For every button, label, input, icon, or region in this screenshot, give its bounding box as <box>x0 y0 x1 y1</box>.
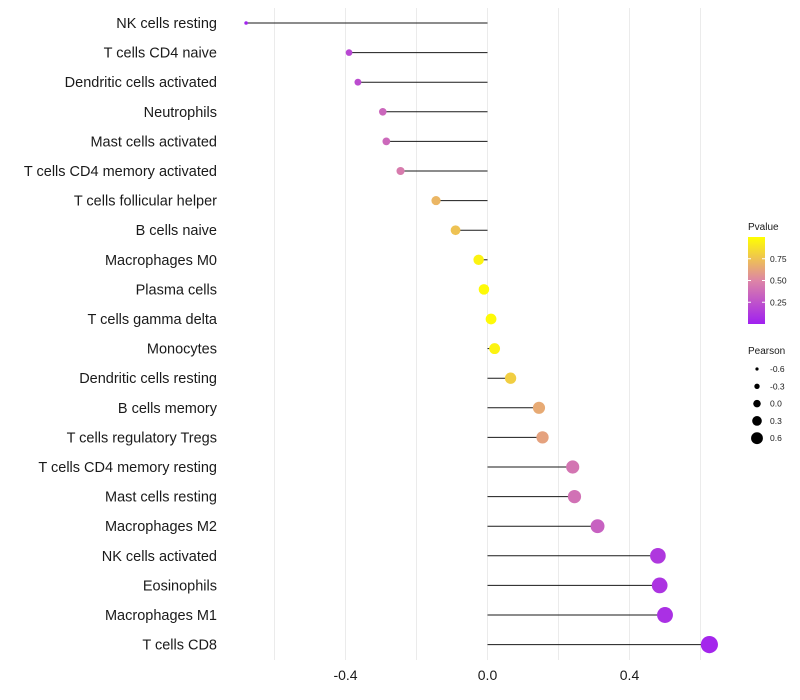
x-tick-label-0: -0.4 <box>333 667 357 683</box>
x-tick-label-1: 0.0 <box>478 667 498 683</box>
size-legend-label-4: 0.6 <box>770 433 782 443</box>
category-label-13: B cells memory <box>118 401 218 417</box>
category-label-1: T cells CD4 naive <box>104 46 217 62</box>
point-8 <box>473 254 484 266</box>
point-9 <box>478 284 490 295</box>
category-label-10: T cells gamma delta <box>88 312 218 328</box>
size-legend-dot-1 <box>754 383 760 389</box>
point-6 <box>431 196 441 206</box>
category-label-17: Macrophages M2 <box>105 519 217 535</box>
point-0 <box>244 21 248 25</box>
category-label-12: Dendritic cells resting <box>79 371 217 387</box>
category-label-0: NK cells resting <box>116 16 217 32</box>
category-label-21: T cells CD8 <box>142 638 217 654</box>
color-legend-title: Pvalue <box>748 222 779 233</box>
point-17 <box>590 519 605 534</box>
category-label-3: Neutrophils <box>144 105 217 121</box>
point-19 <box>651 577 668 594</box>
category-labels: NK cells resting T cells CD4 naive Dendrit… <box>24 16 218 654</box>
category-label-7: B cells naive <box>136 223 217 239</box>
category-label-15: T cells CD4 memory resting <box>38 460 217 476</box>
point-15 <box>566 460 580 474</box>
category-label-5: T cells CD4 memory activated <box>24 164 217 180</box>
size-legend-label-3: 0.3 <box>770 416 782 426</box>
category-label-8: Macrophages M0 <box>105 253 217 269</box>
size-legend-dot-0 <box>755 367 759 371</box>
point-14 <box>536 431 549 444</box>
point-18 <box>650 547 666 564</box>
category-label-19: Eosinophils <box>143 578 217 594</box>
point-20 <box>657 607 673 623</box>
category-label-20: Macrophages M1 <box>105 608 217 624</box>
colorbar-tick-label-2: 0.25 <box>770 297 787 307</box>
point-12 <box>504 372 517 384</box>
point-5 <box>396 166 405 176</box>
point-4 <box>382 137 391 146</box>
lollipop-stems <box>246 22 710 646</box>
category-label-14: T cells regulatory Tregs <box>67 430 217 446</box>
grid-lines <box>274 8 701 660</box>
point-2 <box>354 78 362 86</box>
size-legend-label-1: -0.3 <box>770 381 785 391</box>
size-legend-label-0: -0.6 <box>770 364 785 374</box>
size-legend-label-2: 0.0 <box>770 399 782 409</box>
size-legend-dot-3 <box>752 416 762 426</box>
point-11 <box>489 343 501 355</box>
size-legend-title: Pearson <box>748 346 785 357</box>
lollipop-points <box>244 21 718 654</box>
point-7 <box>450 225 461 236</box>
category-label-6: T cells follicular helper <box>74 194 217 210</box>
colorbar-tick-label-0: 0.75 <box>770 254 787 264</box>
category-label-9: Plasma cells <box>136 282 217 298</box>
color-legend: Pvalue 0.75 0.50 0.25 <box>748 222 787 324</box>
point-16 <box>567 489 582 504</box>
colorbar-tick-label-1: 0.50 <box>770 276 787 286</box>
point-13 <box>532 401 546 414</box>
x-tick-label-2: 0.4 <box>620 667 640 683</box>
category-label-11: Monocytes <box>147 342 217 358</box>
category-label-4: Mast cells activated <box>90 134 217 150</box>
category-label-18: NK cells activated <box>102 549 217 565</box>
color-legend-bar <box>748 237 765 324</box>
size-legend: Pearson -0.6 -0.3 0.0 0.3 0.6 <box>748 346 785 445</box>
x-axis-ticks: -0.4 0.0 0.4 <box>333 667 639 683</box>
point-10 <box>485 313 497 325</box>
point-3 <box>378 108 387 116</box>
category-label-16: Mast cells resting <box>105 490 217 506</box>
point-21 <box>700 636 718 654</box>
category-label-2: Dendritic cells activated <box>65 75 217 91</box>
size-legend-dot-2 <box>753 399 761 408</box>
point-1 <box>345 49 353 56</box>
size-legend-dot-4 <box>751 432 763 445</box>
